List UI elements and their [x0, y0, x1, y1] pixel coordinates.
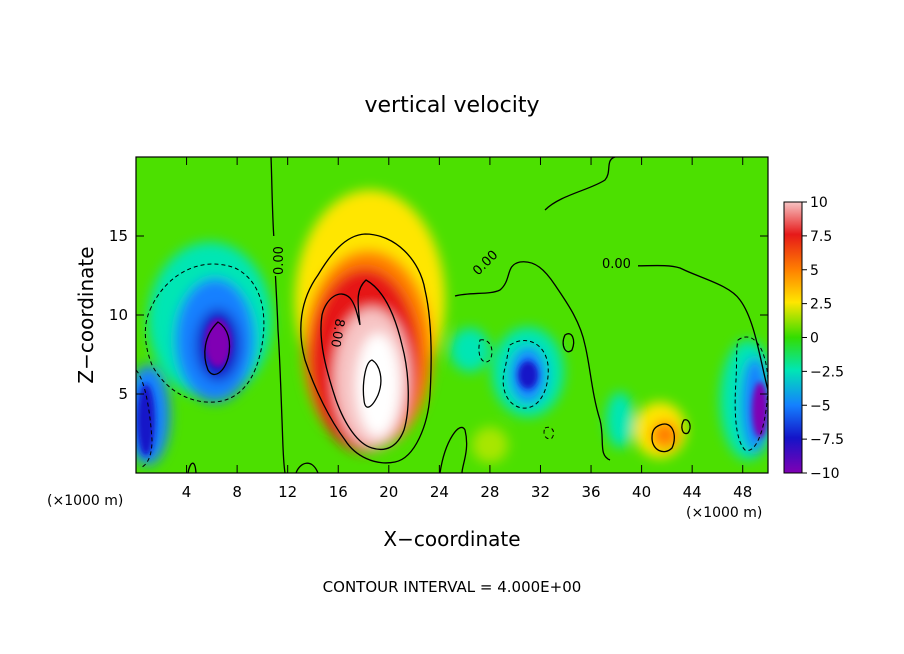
z-unit-label: (×1000 m)	[47, 493, 123, 509]
x-unit-label: (×1000 m)	[686, 505, 762, 521]
chart-title: vertical velocity	[364, 93, 539, 118]
colorbar-tick-label: 5	[810, 263, 819, 279]
y-tick-label: 5	[118, 385, 128, 403]
x-tick-label: 48	[733, 483, 752, 501]
x-tick-label: 36	[581, 483, 600, 501]
contour-label-3: 8.00	[327, 317, 347, 348]
x-tick-label: 24	[430, 483, 449, 501]
contour-label-0: 0.00	[272, 246, 287, 275]
x-tick-label: 16	[329, 483, 348, 501]
negative-contours	[136, 263, 768, 469]
x-tick-label: 8	[232, 483, 242, 501]
x-tick-label: 28	[480, 483, 499, 501]
colorbar-tick-label: −5	[810, 398, 831, 414]
x-tick-label: 12	[278, 483, 297, 501]
colorbar-tick-label: −7.5	[810, 432, 844, 448]
colorbar-tick-label: 7.5	[810, 229, 832, 245]
colorbar-tick-label: −10	[810, 466, 840, 482]
colorbar-tick-label: 0	[810, 331, 819, 347]
x-axis-label: X−coordinate	[383, 527, 520, 551]
colorbar-tick-label: 2.5	[810, 297, 832, 313]
heatmap-field: 0.00 0.00 0.00 8.00	[136, 157, 768, 473]
contour-interval-note: CONTOUR INTERVAL = 4.000E+00	[323, 578, 582, 596]
x-axis: 4 8 12 16 20 24 28 32 36 40 44 48	[182, 157, 752, 501]
y-tick-label: 15	[109, 227, 128, 245]
colorbar-tick-label: −2.5	[810, 364, 844, 380]
x-tick-label: 20	[379, 483, 398, 501]
contour-lines	[187, 157, 768, 473]
y-axis: 5 10 15	[109, 227, 768, 403]
y-tick-label: 10	[109, 306, 128, 324]
contour-line-labels: 0.00 0.00 0.00 8.00	[270, 236, 638, 348]
contour-label-2: 0.00	[602, 257, 631, 272]
x-tick-label: 44	[683, 483, 702, 501]
y-axis-label: Z−coordinate	[74, 246, 98, 383]
x-tick-label: 4	[182, 483, 192, 501]
colorbar: 10 7.5 5 2.5 0 −2.5 −5 −7.5 −10	[783, 195, 844, 482]
x-tick-label: 32	[531, 483, 550, 501]
x-tick-label: 40	[632, 483, 651, 501]
colorbar-tick-label: 10	[810, 195, 828, 211]
